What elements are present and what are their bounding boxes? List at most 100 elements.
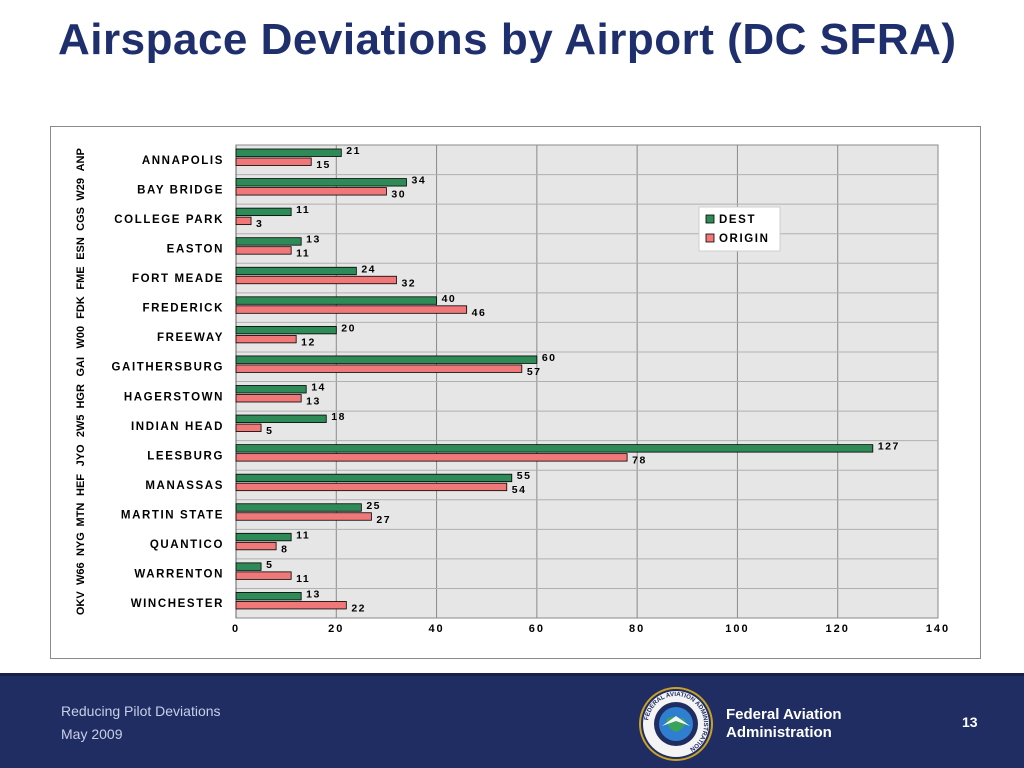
bar-origin bbox=[235, 541, 277, 551]
legend-label: DEST bbox=[719, 214, 756, 226]
chart-frame: 0 20 40 60 80 100 120 140 ANNAPOLIS ANP 21 15 BAY BR… bbox=[50, 126, 981, 659]
airport-code-label: W29 bbox=[75, 178, 87, 201]
airport-code-label: CGS bbox=[75, 207, 87, 231]
bar-dest bbox=[235, 503, 362, 512]
data-label-origin: 57 bbox=[527, 366, 542, 378]
category-label: COLLEGE PARK bbox=[114, 214, 224, 226]
bar-dest bbox=[235, 473, 513, 483]
data-label-dest: 18 bbox=[331, 411, 346, 423]
data-label-dest: 11 bbox=[296, 204, 310, 216]
category-label: INDIAN HEAD bbox=[131, 421, 224, 433]
x-tick-label: 20 bbox=[328, 623, 344, 635]
page-number: 13 bbox=[962, 714, 978, 730]
bar-dest bbox=[235, 178, 407, 187]
bar-dest bbox=[235, 296, 437, 305]
data-label-dest: 24 bbox=[361, 263, 376, 275]
chart-legend: DEST ORIGIN bbox=[698, 206, 781, 252]
bar-dest bbox=[235, 266, 357, 276]
airport-code-label: W00 bbox=[75, 326, 87, 349]
category-label: HAGERSTOWN bbox=[124, 391, 224, 403]
bar-dest bbox=[235, 148, 342, 157]
bar-origin bbox=[235, 394, 302, 403]
bar-dest bbox=[235, 562, 262, 571]
airport-code-label: GAI bbox=[75, 357, 87, 377]
bar-dest bbox=[235, 444, 874, 453]
category-label: BAY BRIDGE bbox=[137, 184, 224, 196]
data-label-origin: 13 bbox=[306, 396, 321, 408]
agency-name: Federal Aviation Administration bbox=[726, 706, 842, 742]
footer-divider bbox=[0, 673, 1024, 676]
x-tick-label: 0 bbox=[232, 623, 240, 635]
bar-origin bbox=[235, 453, 628, 462]
data-label-origin: 54 bbox=[512, 484, 527, 496]
footer-presentation-title: Reducing Pilot Deviations bbox=[61, 703, 221, 719]
bar-origin bbox=[235, 246, 292, 255]
airport-code-label: ESN bbox=[75, 237, 87, 260]
data-label-origin: 27 bbox=[376, 514, 391, 526]
bar-chart: 0 20 40 60 80 100 120 140 ANNAPOLIS ANP 21 15 BAY BR… bbox=[75, 144, 950, 635]
bar-origin bbox=[235, 423, 262, 432]
bar-origin bbox=[235, 305, 468, 314]
data-label-origin: 32 bbox=[401, 277, 416, 289]
bar-origin bbox=[235, 334, 297, 344]
airport-code-label: HEF bbox=[75, 474, 87, 496]
category-label: FREEWAY bbox=[157, 332, 224, 344]
airport-code-label: HGR bbox=[75, 384, 87, 409]
legend-label: ORIGIN bbox=[719, 233, 770, 245]
x-tick-label: 40 bbox=[428, 623, 444, 635]
category-label: MANASSAS bbox=[145, 480, 224, 492]
data-label-dest: 21 bbox=[346, 145, 361, 157]
bar-origin bbox=[235, 571, 292, 580]
category-label: ANNAPOLIS bbox=[142, 155, 224, 167]
airport-code-label: ANP bbox=[75, 148, 87, 171]
data-label-dest: 55 bbox=[517, 470, 532, 482]
legend-box bbox=[698, 206, 781, 252]
data-label-dest: 11 bbox=[296, 529, 310, 541]
data-label-origin: 12 bbox=[301, 336, 316, 348]
bar-origin bbox=[235, 482, 508, 492]
data-label-dest: 5 bbox=[266, 559, 273, 571]
data-label-dest: 127 bbox=[878, 441, 900, 453]
bar-origin bbox=[235, 275, 397, 285]
category-label: WARRENTON bbox=[134, 569, 224, 581]
data-label-origin: 22 bbox=[351, 602, 366, 614]
category-label: GAITHERSBURG bbox=[112, 362, 224, 374]
faa-seal-logo: FEDERAL AVIATION ADMINISTRATION bbox=[639, 687, 713, 761]
bar-origin bbox=[235, 187, 387, 196]
category-label: FREDERICK bbox=[143, 303, 225, 315]
category-label: MARTIN STATE bbox=[121, 510, 224, 522]
data-label-origin: 3 bbox=[256, 218, 263, 230]
data-label-dest: 13 bbox=[306, 234, 321, 246]
bar-origin bbox=[235, 157, 312, 166]
data-label-origin: 46 bbox=[472, 307, 487, 319]
data-label-dest: 40 bbox=[442, 293, 457, 305]
bar-dest bbox=[235, 414, 327, 423]
airport-code-label: FDK bbox=[75, 296, 87, 319]
x-tick-label: 140 bbox=[926, 623, 950, 635]
agency-name-line1: Federal Aviation bbox=[726, 706, 842, 723]
data-label-dest: 34 bbox=[411, 175, 426, 187]
data-label-dest: 14 bbox=[311, 382, 326, 394]
data-label-origin: 15 bbox=[316, 159, 331, 171]
airport-code-label: NYG bbox=[75, 532, 87, 556]
footer-date: May 2009 bbox=[61, 726, 123, 742]
airport-code-label: FME bbox=[75, 266, 87, 289]
category-label: LEESBURG bbox=[147, 450, 224, 462]
slide-title: Airspace Deviations by Airport (DC SFRA) bbox=[58, 15, 957, 64]
category-label: QUANTICO bbox=[150, 539, 224, 551]
legend-swatch bbox=[705, 233, 715, 243]
airport-code-label: JYO bbox=[75, 444, 87, 466]
legend-swatch bbox=[705, 214, 715, 224]
data-label-origin: 8 bbox=[281, 543, 288, 555]
data-label-dest: 20 bbox=[341, 322, 356, 334]
bar-dest bbox=[235, 355, 538, 364]
x-tick-label: 100 bbox=[725, 623, 749, 635]
bar-dest bbox=[235, 532, 292, 542]
category-label: EASTON bbox=[167, 243, 224, 255]
bar-dest bbox=[235, 325, 337, 335]
x-tick-label: 60 bbox=[529, 623, 545, 635]
airport-code-label: 2W5 bbox=[75, 415, 87, 438]
bar-dest bbox=[235, 237, 302, 246]
data-label-origin: 78 bbox=[632, 455, 647, 467]
bar-dest bbox=[235, 592, 302, 601]
